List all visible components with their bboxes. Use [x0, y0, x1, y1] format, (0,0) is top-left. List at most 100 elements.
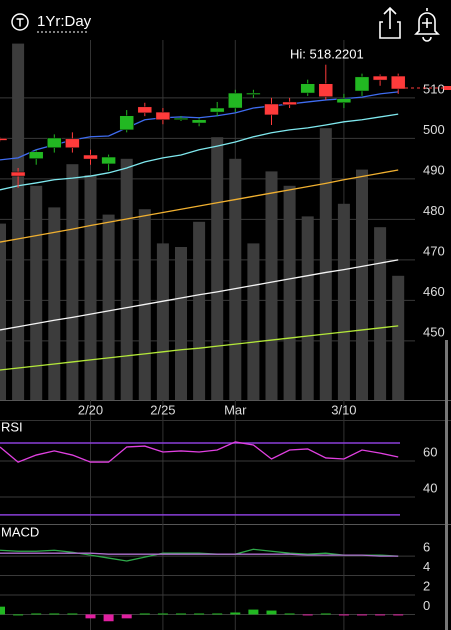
histogram-bar	[248, 609, 259, 615]
histogram-bar	[157, 613, 168, 615]
volume-bar	[374, 227, 387, 400]
y-tick-label: 40	[423, 480, 437, 495]
volume-bar	[193, 221, 206, 400]
y-tick-label: 470	[423, 243, 445, 258]
histogram-bar	[212, 613, 223, 615]
indicator-line	[0, 169, 399, 243]
volume-bar	[247, 243, 260, 400]
candle-body	[300, 83, 315, 94]
histogram-bar	[176, 613, 186, 615]
histogram-bar	[357, 614, 367, 616]
histogram-bar	[302, 614, 313, 616]
x-tick-label: 2/20	[78, 402, 103, 417]
candle-body	[28, 151, 44, 159]
candle-body	[101, 156, 116, 165]
histogram-bar	[338, 614, 349, 616]
x-tick-label: Mar	[224, 402, 247, 417]
candle-body	[318, 83, 334, 97]
period-icon-glyph	[16, 18, 24, 27]
histogram-bar	[375, 614, 386, 616]
candle-body	[47, 137, 62, 148]
histogram-bar	[49, 613, 60, 615]
x-tick-label: 2/25	[150, 402, 175, 417]
volume-bar	[48, 207, 61, 400]
y-tick-label: 490	[423, 162, 445, 177]
indicator-line	[0, 441, 399, 463]
volume-bar	[84, 175, 97, 400]
candle-body	[83, 154, 98, 160]
volume-bar	[265, 171, 278, 400]
volume-bar	[337, 203, 350, 400]
histogram-bar	[0, 606, 5, 615]
histogram-bar	[194, 613, 205, 615]
y-tick-label: 500	[423, 122, 445, 137]
indicator-line	[0, 325, 399, 371]
histogram-bar	[31, 613, 42, 615]
indicator-line	[0, 548, 399, 562]
candle-body	[173, 117, 189, 120]
y-tick-label: 2	[423, 578, 430, 593]
y-tick-label: 450	[423, 324, 445, 339]
histogram-bar	[13, 614, 24, 616]
volume-bar	[211, 137, 224, 400]
volume-bar	[229, 158, 242, 400]
histogram-bar	[230, 612, 241, 615]
candle-body	[282, 101, 297, 106]
panel-label: MACD	[1, 524, 39, 539]
candle-body	[354, 76, 370, 92]
histogram-bar	[320, 613, 331, 615]
candle-body	[0, 138, 8, 141]
histogram-bar	[103, 614, 114, 622]
indicator-line	[0, 259, 399, 331]
y-tick-label: 460	[423, 284, 445, 299]
panel-label: RSI	[1, 419, 23, 434]
scrollbar	[445, 340, 448, 630]
histogram-bar	[266, 610, 277, 615]
indicator-line	[0, 113, 399, 191]
bell-icon	[414, 8, 440, 42]
volume-bar	[156, 243, 169, 400]
candle-body	[10, 171, 26, 177]
volume-bar	[175, 247, 187, 400]
candle-body	[65, 138, 80, 148]
volume-bar	[102, 214, 115, 400]
volume-bar	[283, 185, 296, 400]
candle-body	[209, 107, 225, 113]
y-tick-label: 0	[423, 598, 430, 613]
histogram-bar	[85, 614, 96, 619]
volume-bar	[66, 164, 79, 400]
candle-body	[336, 98, 352, 104]
y-tick-label: 6	[423, 540, 430, 555]
histogram-bar	[139, 613, 150, 615]
period-selector[interactable]: 1Yr:Day	[11, 13, 92, 33]
volume-bar	[356, 169, 368, 400]
histogram-bar	[121, 614, 132, 619]
candle-body	[137, 106, 153, 114]
y-tick-label: 510	[423, 81, 445, 96]
histogram-bar	[284, 613, 295, 615]
candle-body	[119, 115, 134, 131]
volume-bar	[12, 43, 25, 400]
candle-body	[228, 92, 243, 109]
volume-bar	[301, 216, 314, 400]
period-icon	[11, 13, 29, 31]
high-annotation: Hi: 518.2201	[290, 46, 364, 61]
volume-bar	[0, 223, 6, 400]
y-tick-label: 4	[423, 559, 430, 574]
y-tick-label: 480	[423, 203, 445, 218]
candle-body	[246, 92, 261, 95]
candle-body	[155, 111, 171, 121]
volume-bar	[120, 158, 133, 400]
candle-body	[191, 119, 207, 124]
alert-button[interactable]	[414, 8, 440, 42]
share-button[interactable]	[379, 6, 401, 39]
histogram-bar	[67, 613, 78, 615]
histogram-bar	[393, 614, 404, 616]
volume-bar	[392, 275, 405, 400]
bell-plus	[422, 18, 432, 28]
period-label: 1Yr:Day	[37, 13, 92, 30]
candle-body	[372, 75, 388, 81]
last-price-marker	[444, 86, 451, 90]
